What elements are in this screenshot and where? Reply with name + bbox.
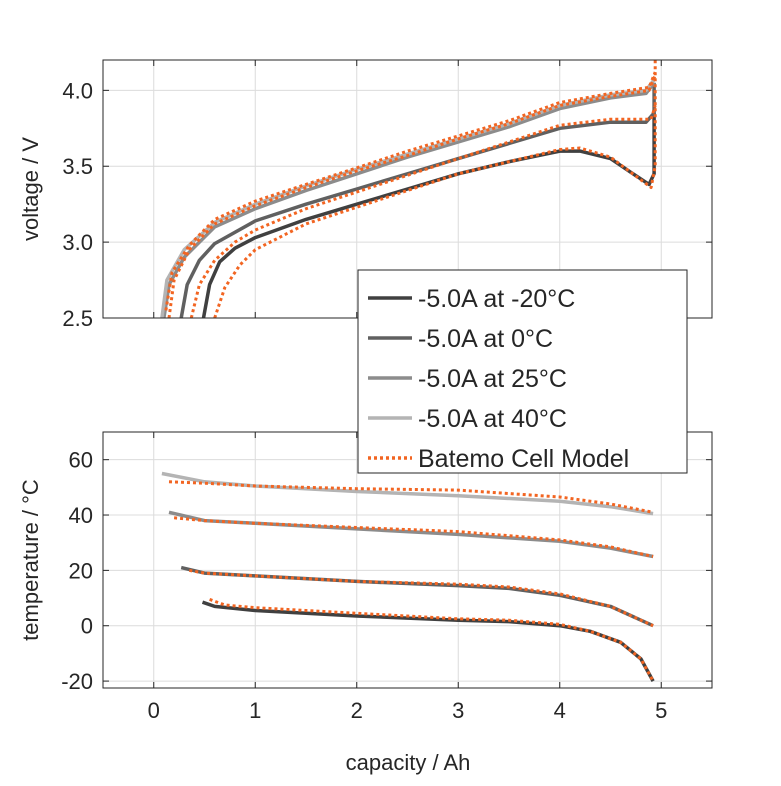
plot-area xyxy=(103,432,712,688)
model-series-line xyxy=(189,105,657,318)
y-tick-label: 0 xyxy=(81,614,93,639)
series-group xyxy=(160,60,657,318)
series-group xyxy=(161,471,655,682)
x-tick-label: 5 xyxy=(655,698,667,723)
y-tick-label: 60 xyxy=(69,448,93,473)
model-series-line xyxy=(213,60,657,318)
legend-label: Batemo Cell Model xyxy=(418,445,629,473)
model-series-line xyxy=(167,74,657,318)
legend: -5.0A at -20°C -5.0A at 0°C -5.0A at 25°C -… xyxy=(357,269,688,474)
measured-series-line xyxy=(168,510,654,559)
model-series-line xyxy=(189,568,654,628)
model-series-line xyxy=(209,597,655,682)
y-tick-label: -20 xyxy=(61,669,93,694)
model-series-line xyxy=(164,71,657,311)
y-tick-label: 3.5 xyxy=(62,154,93,179)
x-tick-label: 3 xyxy=(452,698,464,723)
legend-label: -5.0A at 25°C xyxy=(418,365,567,393)
temperature-y-label: temperature / °C xyxy=(18,479,43,641)
model-series-line xyxy=(168,480,654,514)
legend-box xyxy=(357,269,688,474)
measured-series-line xyxy=(162,81,656,318)
legend-label: -5.0A at 40°C xyxy=(418,405,567,433)
temperature-axes: 0 1 2 3 4 5 -20 0 20 40 60 xyxy=(61,431,713,723)
x-tick-label: 2 xyxy=(351,698,363,723)
legend-label: -5.0A at 0°C xyxy=(418,325,553,353)
x-tick-label: 4 xyxy=(554,698,566,723)
legend-label: -5.0A at -20°C xyxy=(418,285,575,313)
y-tick-label: 4.0 xyxy=(62,78,93,103)
y-tick-label: 3.0 xyxy=(62,230,93,255)
y-tick-label: 2.5 xyxy=(62,306,93,331)
x-tick-label: 1 xyxy=(249,698,261,723)
x-axis-label: capacity / Ah xyxy=(346,750,471,775)
voltage-y-label: voltage / V xyxy=(18,137,43,241)
y-tick-label: 20 xyxy=(69,558,93,583)
x-tick-label: 0 xyxy=(148,698,160,723)
y-tick-label: 40 xyxy=(69,503,93,528)
